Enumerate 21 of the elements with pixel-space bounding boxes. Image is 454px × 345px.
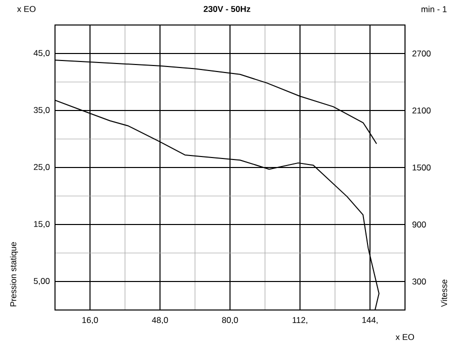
x-tick-label: 16,0 [82, 317, 98, 324]
y2-tick-label: 300 [412, 278, 426, 285]
y-axis-title: Pression statique [10, 242, 18, 306]
x-tick-label: 48,0 [152, 317, 168, 324]
y2-tick-label: 1500 [412, 164, 431, 170]
chart-title: 230V - 50Hz [204, 6, 250, 12]
text: x EO [17, 6, 36, 12]
y2-tick-label: 2700 [412, 50, 431, 56]
y-tick-label: 35,0 [34, 106, 50, 114]
x-axis-title: x EO [396, 334, 414, 340]
y-tick-label: 15,0 [34, 220, 50, 228]
x-tick-label: 112, [292, 317, 308, 324]
y-tick-label: 45,0 [34, 50, 50, 58]
y-tick-label: 25,0 [34, 164, 50, 172]
text: min - 1 [422, 6, 447, 12]
y-tick-label: 5,00 [34, 278, 50, 286]
y2-tick-label: 900 [412, 221, 426, 228]
x-tick-label: 80,0 [222, 317, 238, 324]
x-tick-label: 144, [362, 317, 378, 324]
y2-axis-title: Vitesse [440, 280, 448, 307]
y2-tick-label: 2100 [412, 107, 431, 114]
